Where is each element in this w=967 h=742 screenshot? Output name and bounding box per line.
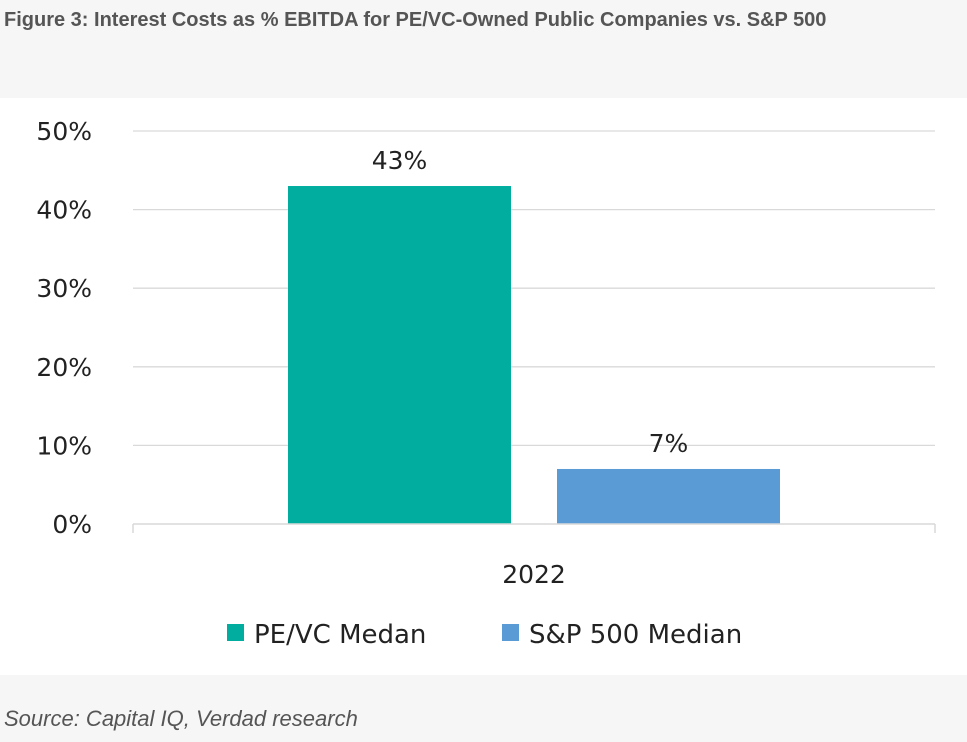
- bar-pe-vc-median: [288, 186, 511, 524]
- bars: [288, 186, 780, 524]
- x-category-label: 2022: [502, 560, 566, 589]
- y-tick-label: 40%: [36, 196, 92, 225]
- legend: PE/VC Medan S&P 500 Median: [227, 620, 742, 650]
- legend-swatch: [502, 624, 519, 641]
- y-axis-tick-labels: 0% 10% 20% 30% 40% 50%: [36, 117, 92, 539]
- bar-chart: 0% 10% 20% 30% 40% 50% 43% 7% 2022 PE/VC Medan…: [36, 117, 936, 650]
- legend-label: PE/VC Medan: [254, 620, 426, 650]
- source-note: Source: Capital IQ, Verdad research: [4, 706, 358, 731]
- bar-sp500-median: [557, 468, 780, 524]
- legend-label: S&P 500 Median: [529, 620, 742, 650]
- y-tick-label: 30%: [36, 274, 92, 303]
- y-tick-label: 20%: [36, 353, 92, 382]
- data-label: 43%: [372, 146, 428, 175]
- gridlines: [133, 130, 935, 447]
- figure-title: Figure 3: Interest Costs as % EBITDA for…: [4, 9, 827, 31]
- x-axis: 2022: [132, 523, 936, 589]
- legend-swatch: [227, 624, 244, 641]
- y-tick-label: 0%: [52, 510, 92, 539]
- y-tick-label: 50%: [36, 117, 92, 146]
- chart-panel: 0% 10% 20% 30% 40% 50% 43% 7% 2022 PE/VC Medan…: [0, 98, 967, 675]
- data-labels: 43% 7%: [372, 146, 689, 458]
- data-label: 7%: [649, 429, 689, 458]
- y-tick-label: 10%: [36, 431, 92, 460]
